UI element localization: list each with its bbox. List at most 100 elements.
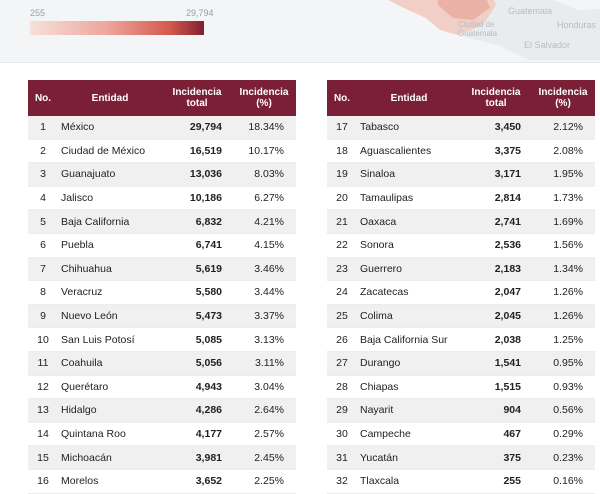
cell-pct: 0.56% <box>531 398 595 423</box>
table-row: 31 Yucatán 375 0.23% <box>327 445 595 470</box>
header-total: Incidencia total <box>162 80 232 116</box>
header-total-line2: total <box>186 98 208 109</box>
cell-no: 8 <box>28 280 58 305</box>
table-row: 6 Puebla 6,741 4.15% <box>28 233 296 258</box>
cell-pct: 2.45% <box>232 445 296 470</box>
header-pct-line2: (%) <box>256 98 272 109</box>
cell-total: 10,186 <box>162 186 232 211</box>
cell-no: 21 <box>327 209 357 234</box>
table-row: 29 Nayarit 904 0.56% <box>327 398 595 423</box>
cell-total: 3,981 <box>162 445 232 470</box>
cell-no: 23 <box>327 257 357 282</box>
table-row: 7 Chihuahua 5,619 3.46% <box>28 257 296 282</box>
cell-pct: 8.03% <box>232 162 296 187</box>
cell-entidad: San Luis Potosí <box>58 327 162 352</box>
table-row: 20 Tamaulipas 2,814 1.73% <box>327 186 595 211</box>
cell-entidad: Tamaulipas <box>357 186 461 211</box>
cell-entidad: Veracruz <box>58 280 162 305</box>
cell-pct: 1.95% <box>531 162 595 187</box>
cell-pct: 1.69% <box>531 209 595 234</box>
map-label-ciudad: Ciudad de Guatemala <box>458 20 498 38</box>
header-pct-line1: Incidencia <box>239 87 289 98</box>
header-total-line1: Incidencia <box>172 87 222 98</box>
table-row: 19 Sinaloa 3,171 1.95% <box>327 162 595 187</box>
cell-total: 5,085 <box>162 327 232 352</box>
table-row: 9 Nuevo León 5,473 3.37% <box>28 304 296 329</box>
cell-total: 29,794 <box>162 116 232 140</box>
table-header-row: No. Entidad Incidencia total Incidencia (%… <box>28 80 296 116</box>
cell-pct: 1.34% <box>531 257 595 282</box>
cell-no: 7 <box>28 257 58 282</box>
cell-no: 4 <box>28 186 58 211</box>
cell-entidad: Colima <box>357 304 461 329</box>
cell-total: 5,619 <box>162 257 232 282</box>
cell-total: 4,943 <box>162 375 232 400</box>
cell-total: 1,515 <box>461 375 531 400</box>
table-row: 23 Guerrero 2,183 1.34% <box>327 257 595 282</box>
table-row: 10 San Luis Potosí 5,085 3.13% <box>28 327 296 352</box>
cell-total: 3,652 <box>162 469 232 494</box>
cell-total: 375 <box>461 445 531 470</box>
cell-pct: 1.73% <box>531 186 595 211</box>
table-row: 12 Querétaro 4,943 3.04% <box>28 375 296 400</box>
cell-total: 2,814 <box>461 186 531 211</box>
header-pct: Incidencia (%) <box>531 80 595 116</box>
cell-pct: 4.21% <box>232 209 296 234</box>
cell-no: 27 <box>327 351 357 376</box>
cell-entidad: Nayarit <box>357 398 461 423</box>
cell-no: 16 <box>28 469 58 494</box>
table-row: 13 Hidalgo 4,286 2.64% <box>28 398 296 423</box>
cell-no: 6 <box>28 233 58 258</box>
cell-no: 22 <box>327 233 357 258</box>
map-label-el-salvador: El Salvador <box>524 40 571 50</box>
cell-pct: 0.29% <box>531 422 595 447</box>
table-row: 8 Veracruz 5,580 3.44% <box>28 280 296 305</box>
cell-no: 32 <box>327 469 357 494</box>
incidence-table-right: No. Entidad Incidencia total Incidencia (%… <box>327 80 595 494</box>
map-label-guatemala: Guatemala <box>508 6 553 16</box>
map-label-honduras: Honduras <box>557 20 597 30</box>
cell-total: 1,541 <box>461 351 531 376</box>
legend-min-value: 255 <box>30 8 46 18</box>
cell-no: 1 <box>28 116 58 140</box>
header-total-line2: total <box>485 98 507 109</box>
cell-total: 2,038 <box>461 327 531 352</box>
cell-entidad: Chihuahua <box>58 257 162 282</box>
cell-no: 5 <box>28 209 58 234</box>
cell-no: 31 <box>327 445 357 470</box>
legend-gradient-bar <box>30 21 204 35</box>
cell-entidad: Coahuila <box>58 351 162 376</box>
table-row: 32 Tlaxcala 255 0.16% <box>327 469 595 494</box>
table-row: 11 Coahuila 5,056 3.11% <box>28 351 296 376</box>
cell-pct: 2.25% <box>232 469 296 494</box>
cell-no: 18 <box>327 139 357 164</box>
table-row: 4 Jalisco 10,186 6.27% <box>28 186 296 211</box>
cell-entidad: Baja California Sur <box>357 327 461 352</box>
cell-entidad: Chiapas <box>357 375 461 400</box>
header-pct-line2: (%) <box>555 98 571 109</box>
cell-pct: 6.27% <box>232 186 296 211</box>
table-row: 28 Chiapas 1,515 0.93% <box>327 375 595 400</box>
cell-pct: 0.93% <box>531 375 595 400</box>
header-no: No. <box>28 80 58 116</box>
cell-no: 12 <box>28 375 58 400</box>
cell-total: 3,450 <box>461 116 531 140</box>
table-row: 15 Michoacán 3,981 2.45% <box>28 445 296 470</box>
cell-total: 16,519 <box>162 139 232 164</box>
cell-entidad: Aguascalientes <box>357 139 461 164</box>
legend-max-value: 29,794 <box>186 8 214 18</box>
cell-entidad: Campeche <box>357 422 461 447</box>
cell-no: 15 <box>28 445 58 470</box>
table-row: 21 Oaxaca 2,741 1.69% <box>327 209 595 234</box>
cell-no: 24 <box>327 280 357 305</box>
cell-entidad: Guanajuato <box>58 162 162 187</box>
cell-pct: 10.17% <box>232 139 296 164</box>
cell-entidad: Tlaxcala <box>357 469 461 494</box>
cell-no: 3 <box>28 162 58 187</box>
cell-pct: 3.46% <box>232 257 296 282</box>
table-row: 14 Quintana Roo 4,177 2.57% <box>28 422 296 447</box>
cell-pct: 2.12% <box>531 116 595 140</box>
cell-pct: 1.56% <box>531 233 595 258</box>
table-row: 24 Zacatecas 2,047 1.26% <box>327 280 595 305</box>
cell-no: 20 <box>327 186 357 211</box>
